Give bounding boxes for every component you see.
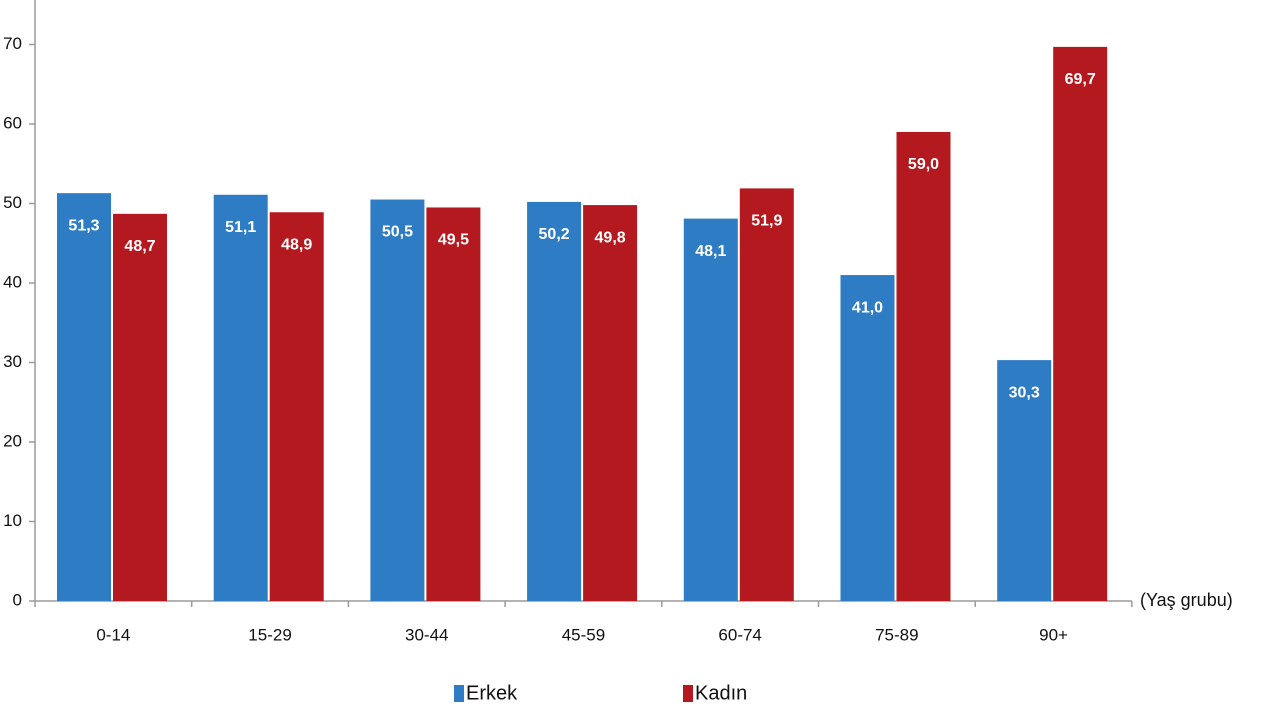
- y-tick-label: 20: [3, 431, 22, 450]
- data-label: 48,9: [281, 236, 312, 253]
- bar-kadn-30-44: [426, 207, 481, 601]
- data-label: 59,0: [908, 156, 939, 173]
- legend-label: Kadın: [695, 682, 747, 704]
- bar-erkek-75-89: [840, 275, 895, 601]
- x-tick-label: 75-89: [875, 625, 918, 644]
- data-label: 48,7: [124, 238, 155, 255]
- y-tick-label: 40: [3, 272, 22, 291]
- data-label: 51,1: [225, 219, 256, 236]
- x-tick-label: 45-59: [562, 625, 605, 644]
- data-label: 49,5: [438, 232, 469, 249]
- bar-erkek-0-14: [57, 193, 111, 602]
- y-tick-label: 50: [3, 193, 22, 212]
- legend: Erkek Kadın: [454, 682, 747, 704]
- legend-label: Erkek: [466, 682, 518, 704]
- y-tick-label: 30: [3, 352, 22, 371]
- y-tick-label: 60: [3, 113, 22, 132]
- bar-kadn-45-59: [583, 205, 638, 601]
- x-tick-label: 60-74: [718, 625, 761, 644]
- data-label: 48,1: [695, 243, 726, 260]
- x-tick-label: 0-14: [96, 625, 130, 644]
- bar-kadn-75-89: [896, 131, 951, 601]
- bar-erkek-30-44: [370, 199, 425, 601]
- bar-erkek-90+: [997, 360, 1052, 601]
- data-label: 51,9: [751, 213, 782, 230]
- data-label: 49,8: [595, 229, 626, 246]
- legend-swatch: [454, 685, 464, 702]
- x-tick-label: 30-44: [405, 625, 448, 644]
- x-tick-label: 90+: [1039, 625, 1068, 644]
- bar-kadn-90+: [1053, 46, 1108, 601]
- data-label: 69,7: [1065, 71, 1096, 88]
- bar-erkek-15-29: [213, 194, 268, 601]
- bar-erkek-60-74: [683, 218, 738, 602]
- bar-erkek-45-59: [527, 201, 582, 601]
- data-label: 51,3: [68, 217, 99, 234]
- data-label: 30,3: [1009, 384, 1040, 401]
- bar-kadn-0-14: [113, 213, 167, 601]
- bar-kadn-15-29: [269, 212, 324, 601]
- bar-labels: 51,3 48,7 51,1 48,9 50,5 49,5 50,2 49,8 48,1 51,9…: [68, 71, 1095, 401]
- legend-swatch: [683, 685, 693, 702]
- data-label: 41,0: [852, 299, 883, 316]
- y-tick-label: 10: [3, 511, 22, 530]
- bar-kadn-60-74: [739, 188, 794, 601]
- bars: [57, 46, 1108, 602]
- x-axis-unit-label: (Yaş grubu): [1140, 590, 1233, 610]
- x-tick-label: 15-29: [248, 625, 291, 644]
- y-tick-label: 0: [13, 590, 22, 609]
- x-axis: 0-14 15-29 30-44 45-59 60-74 75-89 90+: [34, 600, 1133, 644]
- y-tick-label: 70: [3, 34, 22, 53]
- y-axis: 0 10 20 30 40 50 60 70: [3, 0, 36, 609]
- data-label: 50,5: [382, 224, 413, 241]
- data-label: 50,2: [539, 226, 570, 243]
